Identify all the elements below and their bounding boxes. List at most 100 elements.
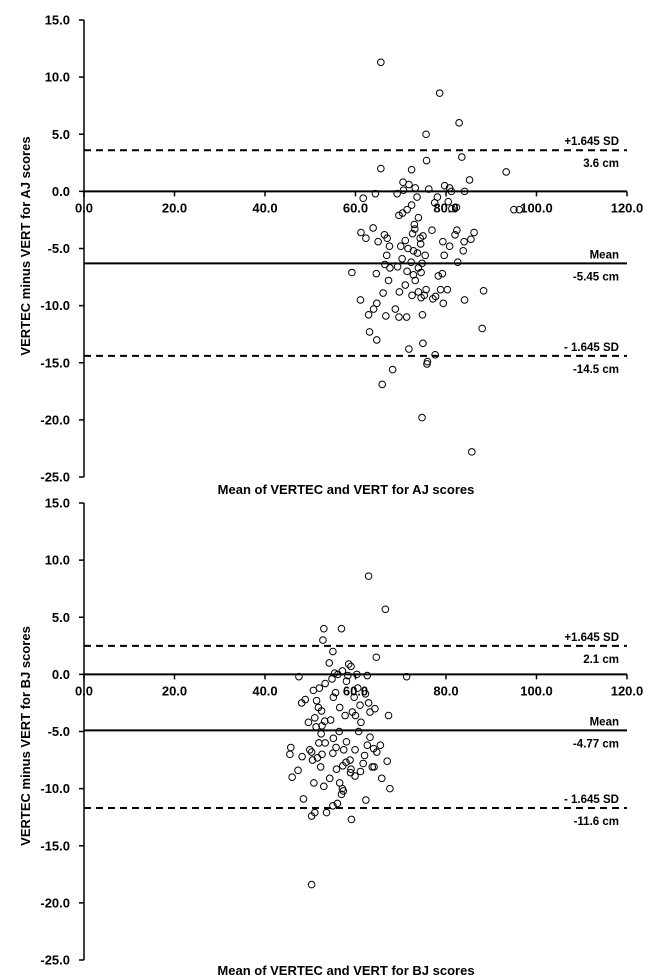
data-point: [288, 773, 296, 782]
data-point: [416, 240, 425, 248]
data-point: [305, 745, 314, 754]
x-tick-label: 100.0: [520, 683, 553, 698]
data-point: [401, 281, 410, 289]
data-point: [395, 211, 403, 220]
aj-scores-panel: 15.0 10.0 5.0 0.0 -5.0 -10.0 -15.0 -20.0 -25.0 0.…: [18, 13, 643, 498]
data-point: [402, 313, 411, 321]
data-point: [440, 181, 449, 190]
data-point: [372, 269, 381, 278]
data-point: [385, 242, 394, 251]
data-point: [460, 237, 468, 246]
data-point: [451, 230, 459, 239]
data-point: [351, 772, 359, 780]
data-point: [401, 236, 410, 245]
y-tick-label: -15.0: [40, 838, 70, 853]
data-point: [335, 703, 344, 712]
data-point: [405, 345, 413, 353]
data-point: [356, 767, 365, 776]
data-point: [299, 795, 308, 803]
data-point: [470, 228, 478, 237]
reference-line-value: 2.1 cm: [583, 654, 619, 666]
aj-y-axis-label: VERTEC minus VERT for AJ scores: [18, 136, 33, 355]
data-point: [413, 249, 422, 257]
data-point: [460, 296, 469, 304]
data-point: [377, 774, 386, 783]
data-point: [307, 880, 316, 889]
data-point: [356, 296, 365, 304]
data-point: [326, 716, 335, 724]
data-point: [329, 647, 337, 656]
data-point: [370, 763, 378, 771]
data-point: [339, 745, 348, 754]
data-point: [378, 380, 386, 389]
data-point: [383, 757, 391, 766]
data-point: [510, 205, 518, 214]
data-point: [309, 686, 318, 695]
data-point: [396, 242, 405, 251]
y-tick-label: -5.0: [48, 241, 70, 256]
data-point: [429, 294, 437, 303]
data-point: [354, 727, 363, 736]
data-point: [329, 693, 338, 702]
data-point: [383, 234, 391, 243]
data-point: [418, 259, 426, 268]
data-point: [365, 328, 374, 336]
data-point: [430, 199, 439, 207]
data-point: [440, 251, 448, 260]
data-point: [377, 164, 385, 173]
data-point: [313, 753, 322, 762]
y-tick-label: -5.0: [48, 724, 70, 739]
y-tick-label: 5.0: [52, 610, 70, 625]
data-point: [452, 203, 461, 212]
y-tick-label: -15.0: [40, 355, 70, 370]
data-point: [372, 336, 381, 344]
data-point: [318, 750, 326, 759]
data-point: [357, 228, 365, 237]
data-point: [364, 699, 373, 707]
data-point: [294, 766, 302, 775]
data-point: [419, 339, 427, 348]
data-point: [361, 689, 370, 698]
data-point: [334, 670, 342, 679]
data-point: [410, 220, 419, 229]
bj-y-axis-label: VERTEC minus VERT for BJ scores: [18, 626, 33, 846]
data-point: [359, 759, 367, 768]
reference-line-label: +1.645 SD: [564, 136, 619, 148]
data-point: [317, 707, 326, 715]
data-point: [478, 324, 487, 333]
data-point: [325, 774, 334, 783]
data-point: [372, 748, 381, 756]
data-point: [320, 624, 328, 633]
data-point: [329, 734, 338, 743]
reference-line-label: - 1.645 SD: [564, 342, 619, 354]
data-point: [458, 153, 466, 161]
data-point: [438, 269, 447, 278]
data-point: [319, 636, 327, 644]
bj-x-axis-label: Mean of VERTEC and VERT for BJ scores: [217, 963, 474, 978]
data-point: [448, 204, 456, 213]
data-point: [421, 251, 429, 260]
data-point: [332, 765, 341, 774]
data-point: [315, 739, 323, 747]
data-point: [425, 185, 433, 193]
data-point: [318, 721, 326, 730]
data-point: [460, 187, 469, 196]
data-point: [384, 711, 393, 720]
data-point: [369, 224, 377, 232]
data-point: [350, 693, 358, 702]
data-point: [416, 234, 425, 243]
reference-line-label: Mean: [590, 249, 619, 261]
data-point: [317, 729, 325, 738]
data-point: [403, 205, 411, 214]
data-point: [453, 226, 461, 235]
data-point: [297, 699, 306, 707]
y-tick-label: -25.0: [40, 953, 70, 968]
y-tick-label: -25.0: [40, 470, 70, 485]
data-point: [447, 187, 456, 196]
data-point: [332, 743, 340, 752]
data-point: [329, 801, 337, 810]
x-tick-label: 80.0: [433, 683, 458, 698]
x-tick-label: 60.0: [343, 200, 368, 215]
data-point: [337, 624, 346, 633]
